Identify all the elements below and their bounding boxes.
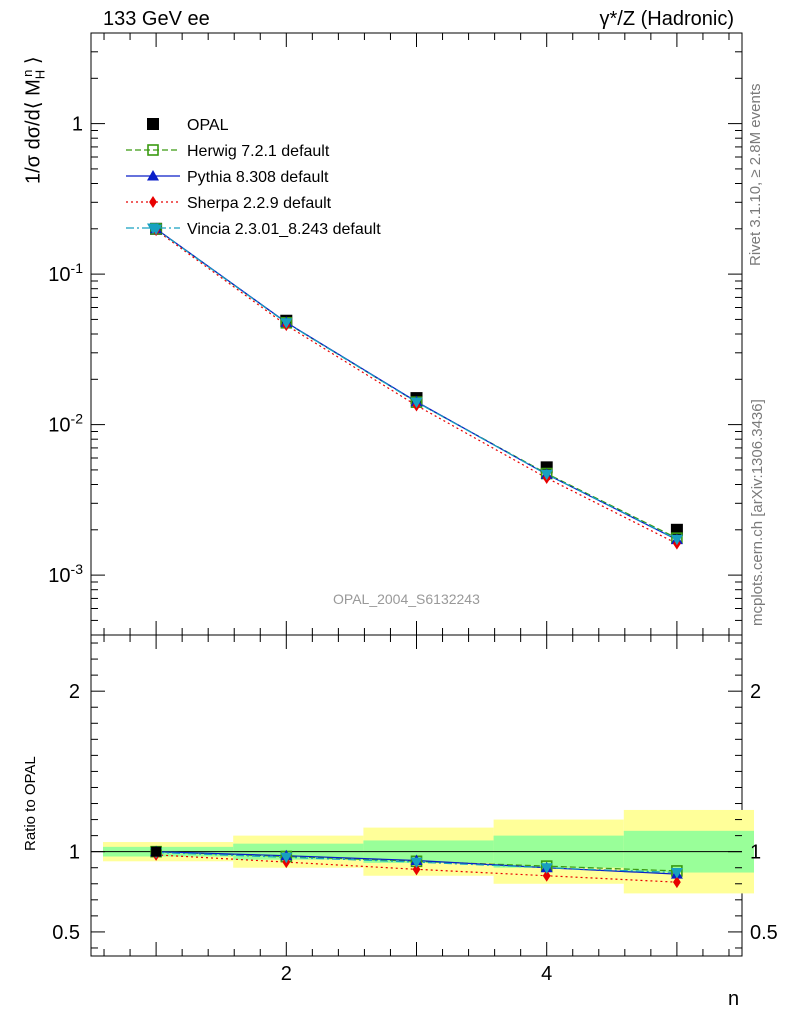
main-y-tick-label: 1 (72, 114, 83, 136)
main-data-point (410, 397, 423, 409)
ratio-y-tick-label-right: 2 (750, 681, 761, 703)
main-series-line (155, 228, 678, 539)
ratio-data-point (412, 863, 421, 876)
ratio-y-tick-label-right: 0.5 (750, 922, 778, 944)
legend-marker (149, 196, 157, 208)
main-series-line (155, 228, 678, 541)
main-y-axis-label: 1/σ dσ/d⟨ MHn ⟩ (20, 56, 48, 184)
header-right: γ*/Z (Hadronic) (599, 8, 734, 30)
ratio-bands-layer (91, 809, 754, 894)
axis-ticks-layer: 10-3 10-2 10-1 1 0.5 0.5 1 1 2 2 2 4 (48, 32, 778, 985)
ratio-data-point (670, 868, 683, 879)
ratio-data-point (280, 852, 293, 864)
rivet-version-text: Rivet 3.1.10, ≥ 2.8M events (747, 83, 764, 267)
x-tick-label: 2 (281, 963, 292, 985)
ratio-y-axis-label: Ratio to OPAL (22, 756, 39, 851)
ratio-data-point (542, 869, 551, 882)
main-data-point (280, 318, 293, 329)
legend: OPAL Herwig 7.2.1 default Pythia 8.308 def… (126, 117, 381, 238)
header-left: 133 GeV ee (103, 8, 210, 30)
ratio-data-point-opal (151, 846, 162, 857)
legend-label: Vincia 2.3.01_8.243 default (187, 221, 381, 238)
source-text: mcplots.cern.ch [arXiv:1306.3436] (749, 399, 766, 626)
main-data-point (540, 469, 553, 481)
ratio-data-point (540, 863, 553, 874)
legend-marker (147, 118, 159, 130)
main-y-tick-label: 10-2 (48, 411, 83, 437)
ratio-y-tick-label-left: 2 (69, 681, 80, 703)
ratio-y-tick-label-left: 1 (69, 842, 80, 864)
main-y-tick-label: 10-3 (48, 561, 83, 587)
ratio-data-point (673, 876, 681, 889)
watermark: OPAL_2004_S6132243 (333, 591, 480, 607)
legend-label: Sherpa 2.2.9 default (187, 195, 332, 212)
legend-label: Pythia 8.308 default (187, 169, 329, 186)
legend-marker (147, 170, 159, 181)
main-series-line (155, 228, 678, 540)
legend-label: Herwig 7.2.1 default (187, 143, 330, 160)
main-y-tick-label: 10-1 (48, 260, 83, 286)
ratio-y-tick-label-right: 1 (750, 842, 761, 864)
main-data-point (670, 534, 683, 546)
ratio-frame (90, 634, 743, 957)
main-series-line (155, 229, 678, 545)
x-axis-label: n (728, 988, 740, 1010)
x-tick-label: 4 (541, 963, 552, 985)
ratio-y-tick-label-left: 0.5 (52, 922, 80, 944)
legend-marker (147, 223, 159, 234)
legend-label: OPAL (187, 117, 229, 134)
legend-marker (147, 144, 159, 156)
ratio-data-point (410, 857, 423, 869)
series-lines-layer (155, 228, 678, 883)
series-markers-layer (150, 222, 683, 889)
